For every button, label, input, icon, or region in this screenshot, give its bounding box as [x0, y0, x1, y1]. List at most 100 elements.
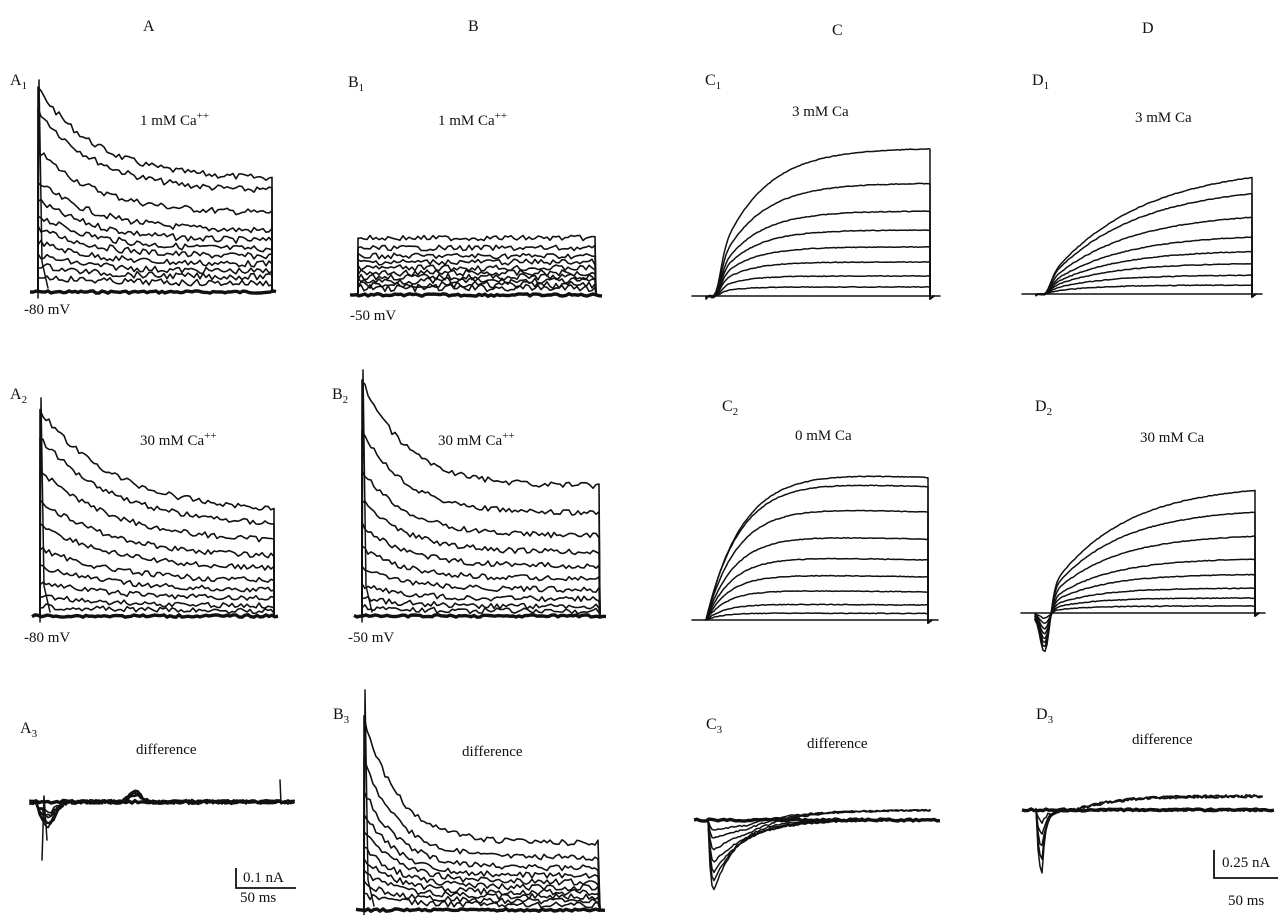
condition-label-c3: difference: [807, 736, 868, 752]
d1-trace-3: [1035, 216, 1257, 298]
panel-label-c1: C1: [705, 72, 722, 93]
scale-bar-right: [1213, 850, 1278, 879]
d3-trace-3: [1035, 794, 1263, 847]
d2-trace-2: [1034, 511, 1260, 648]
c2-trace-5: [705, 557, 933, 624]
condition-label-b2: 30 mM Ca++: [438, 430, 515, 449]
b3-trace-6: [363, 845, 601, 911]
scale-bar-left: [235, 868, 296, 889]
holding-potential-a2: -80 mV: [24, 630, 71, 646]
condition-label-b3: difference: [462, 744, 523, 760]
b1-trace-6: [357, 269, 597, 296]
condition-label-a1: 1 mM Ca++: [140, 110, 210, 129]
a2-trace-9: [39, 594, 275, 617]
column-heading-a: A: [143, 18, 155, 35]
panel-label-b1: B1: [348, 74, 365, 95]
a1-trace-4: [37, 181, 273, 293]
b2-trace-3: [361, 469, 601, 617]
d3-trace-5: [1035, 794, 1263, 824]
condition-label-d1: 3 mM Ca: [1135, 110, 1192, 126]
condition-label-c2: 0 mM Ca: [795, 428, 852, 444]
a2-baseline: [31, 612, 279, 620]
d3-trace-2: [1035, 807, 1263, 860]
c2-trace-9: [705, 612, 933, 624]
panel-label-d3: D3: [1036, 706, 1054, 727]
a2-trace-3: [39, 469, 275, 617]
b2-trace-2: [361, 429, 601, 617]
d2-trace-4: [1034, 558, 1260, 640]
b2-trace-9: [361, 595, 601, 617]
d2-trace-8: [1034, 604, 1260, 620]
a2-trace-6: [39, 546, 275, 617]
trace-families: [29, 79, 1275, 915]
b1-trace-1: [357, 234, 597, 296]
c1-trace-5: [705, 245, 935, 300]
scale-bar-current-right: 0.25 nA: [1222, 855, 1271, 871]
b1-trace-4: [357, 258, 597, 296]
scale-bar-current-left: 0.1 nA: [243, 870, 284, 886]
c2-trace-8: [705, 603, 933, 624]
b3-trace-1: [363, 715, 601, 911]
scale-bar-time-left: 50 ms: [240, 890, 277, 906]
b3-trace-7: [363, 857, 601, 911]
b3-trace-9: [363, 880, 601, 911]
a1-trace-7: [37, 224, 273, 293]
c2-trace-1: [705, 475, 933, 624]
d3-trace-1: [1035, 807, 1263, 874]
panel-label-d2: D2: [1035, 398, 1053, 419]
b2-trace-4: [361, 499, 601, 617]
a1-trace-2: [37, 106, 273, 293]
a2-trace-4: [39, 499, 275, 617]
c3-trace-7: [707, 808, 931, 831]
d1-trace-8: [1035, 284, 1257, 298]
d1-trace-2: [1035, 192, 1257, 298]
a1-trace-8: [37, 239, 273, 293]
condition-label-a2: 30 mM Ca++: [140, 430, 217, 449]
a2-trace-5: [39, 522, 275, 617]
d2-trace-5: [1034, 573, 1260, 635]
b2-trace-8: [361, 583, 601, 617]
a3-artifact: [41, 795, 48, 861]
c3-trace-2: [707, 818, 931, 882]
holding-potential-a1: -80 mV: [24, 302, 71, 318]
b2-artifact: [361, 369, 373, 623]
a1-trace-5: [37, 198, 273, 293]
panel-label-a3: A3: [20, 720, 38, 741]
a2-trace-8: [39, 581, 275, 617]
c3-trace-4: [707, 818, 931, 863]
b1-trace-5: [357, 264, 597, 296]
a1-trace-9: [37, 252, 273, 293]
a3-trace-5: [29, 790, 295, 825]
d1-trace-6: [1035, 262, 1257, 298]
b3-baseline: [355, 906, 606, 914]
b1-trace-10: [357, 283, 597, 296]
b1-trace-2: [357, 244, 597, 296]
d2-trace-1: [1034, 489, 1260, 653]
panel-label-b2: B2: [332, 386, 349, 407]
a2-trace-2: [39, 437, 275, 617]
c1-trace-3: [705, 210, 935, 300]
panel-label-b3: B3: [333, 706, 350, 727]
a2-trace-10: [39, 603, 275, 617]
a1-trace-11: [37, 275, 273, 293]
d2-trace-7: [1034, 596, 1260, 625]
c2-trace-7: [705, 590, 933, 624]
d1-trace-5: [1035, 250, 1257, 298]
b3-trace-3: [363, 789, 601, 911]
a1-trace-10: [37, 263, 273, 293]
b2-trace-7: [361, 565, 601, 617]
c1-trace-6: [705, 260, 935, 300]
a1-trace-6: [37, 214, 273, 293]
a3-trace-6: [29, 789, 295, 829]
panel-label-d1: D1: [1032, 72, 1050, 93]
condition-label-b1: 1 mM Ca++: [438, 110, 508, 129]
b1-trace-3: [357, 252, 597, 296]
d2-trace-6: [1034, 587, 1260, 630]
b3-trace-8: [363, 869, 601, 911]
a3-offset: [279, 779, 282, 805]
condition-label-c1: 3 mM Ca: [792, 104, 849, 120]
a2-trace-1: [39, 408, 275, 617]
condition-label-d3: difference: [1132, 732, 1193, 748]
c1-trace-8: [705, 285, 935, 300]
